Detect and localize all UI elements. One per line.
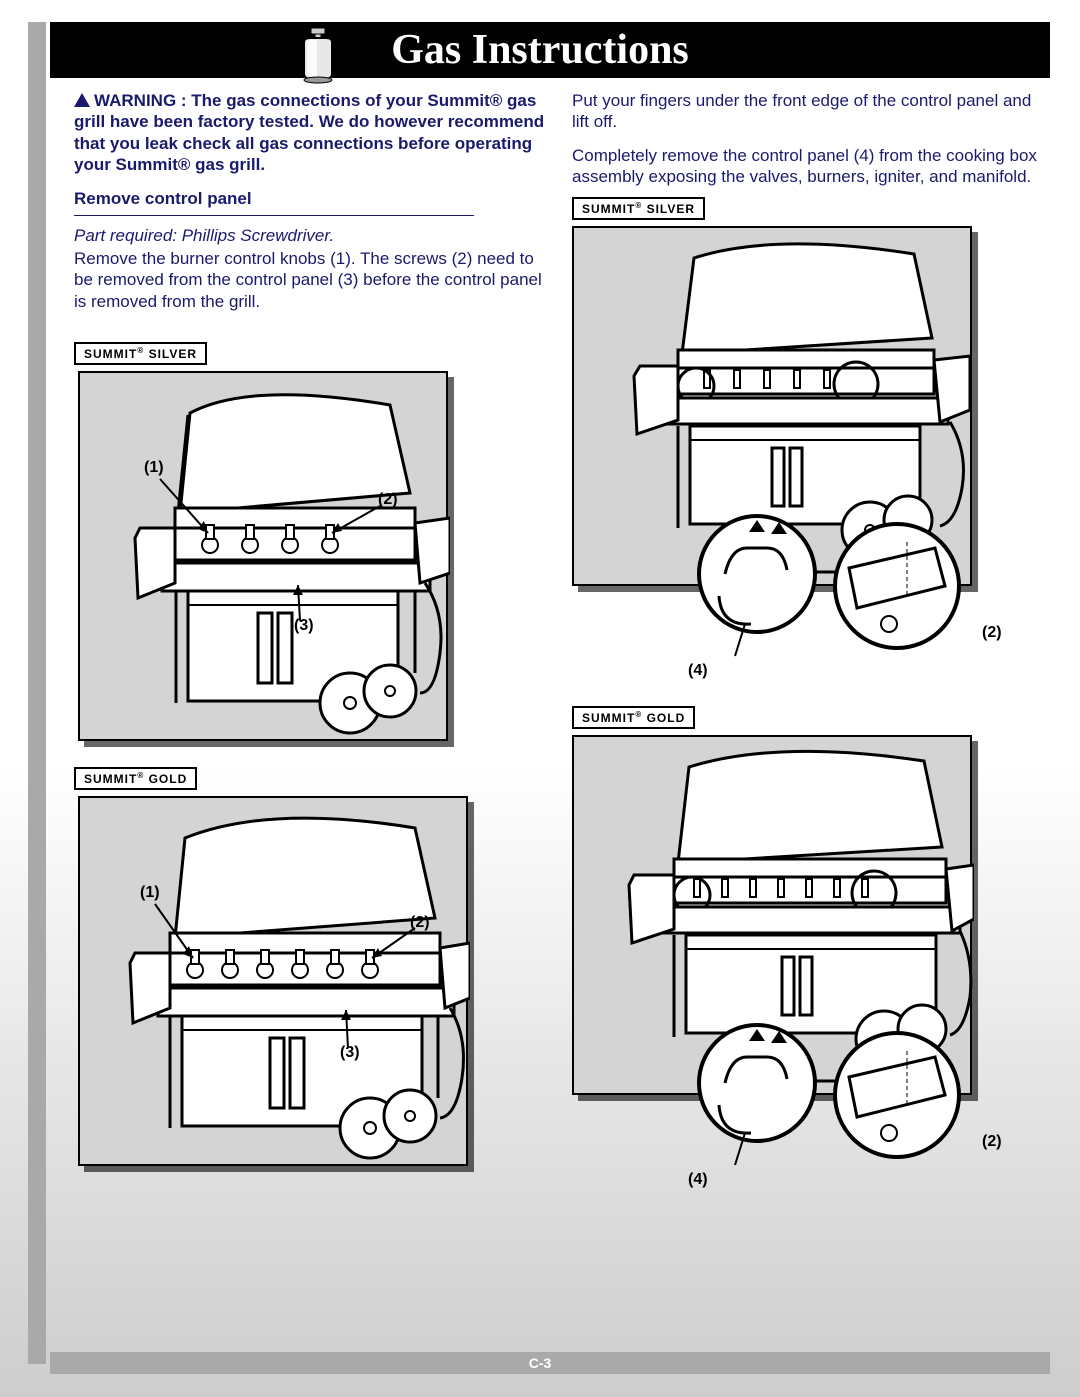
model-badge-text: SUMMIT <box>582 202 635 216</box>
manual-page: Gas Instructions WARNING : The gas conne… <box>0 0 1080 1397</box>
callout-2: (2) <box>378 491 398 509</box>
right-column: Put your fingers under the front edge of… <box>572 90 1052 1166</box>
model-badge-suffix: GOLD <box>647 711 686 725</box>
right-paragraph-1: Put your fingers under the front edge of… <box>572 90 1052 133</box>
model-badge-text: SUMMIT <box>84 772 137 786</box>
callout-2: (2) <box>982 624 1002 642</box>
model-badge-silver: SUMMIT® SILVER <box>572 197 705 220</box>
callout-2: (2) <box>982 1133 1002 1151</box>
figure-gold-knobs: (1) (2) (3) <box>78 796 468 1166</box>
callout-3: (3) <box>340 1044 360 1062</box>
section-divider <box>74 215 474 216</box>
page-title: Gas Instructions <box>0 22 1080 78</box>
left-column: WARNING : The gas connections of your Su… <box>74 90 554 1166</box>
callout-1: (1) <box>140 884 160 902</box>
callout-4: (4) <box>688 662 708 680</box>
model-badge-text: SUMMIT <box>84 347 137 361</box>
section-title: Remove control panel <box>74 189 554 213</box>
figure-gold-lift-wrap: (2) (4) <box>572 735 1052 1095</box>
propane-tank-icon <box>298 28 338 84</box>
left-gutter <box>28 22 46 1364</box>
reg-mark-icon: ® <box>635 710 642 719</box>
grill-diagram-icon <box>80 798 470 1168</box>
left-body-paragraph: Remove the burner control knobs (1). The… <box>74 248 554 312</box>
grill-diagram-icon <box>80 373 450 743</box>
model-badge-gold: SUMMIT® GOLD <box>572 706 695 729</box>
detail-circle-icon <box>697 476 967 706</box>
part-required: Part required: Phillips Screwdriver. <box>74 226 554 246</box>
callout-2: (2) <box>410 914 430 932</box>
warning-triangle-icon <box>74 93 90 107</box>
callout-4: (4) <box>688 1171 708 1189</box>
callout-3: (3) <box>294 617 314 635</box>
figure-silver-lift-wrap: (2) (4) <box>572 226 1052 586</box>
model-badge-text: SUMMIT <box>582 711 635 725</box>
two-column-layout: WARNING : The gas connections of your Su… <box>74 90 1054 1166</box>
figure-silver-knobs: (1) (2) (3) <box>78 371 448 741</box>
reg-mark-icon: ® <box>137 346 144 355</box>
model-badge-suffix: SILVER <box>647 202 695 216</box>
reg-mark-icon: ® <box>137 771 144 780</box>
warning-paragraph: WARNING : The gas connections of your Su… <box>74 90 554 175</box>
page-number: C-3 <box>0 1352 1080 1374</box>
callout-1: (1) <box>144 459 164 477</box>
model-badge-silver: SUMMIT® SILVER <box>74 342 207 365</box>
model-badge-suffix: GOLD <box>149 772 188 786</box>
right-paragraph-2: Completely remove the control panel (4) … <box>572 145 1052 188</box>
reg-mark-icon: ® <box>635 201 642 210</box>
model-badge-suffix: SILVER <box>149 347 197 361</box>
model-badge-gold: SUMMIT® GOLD <box>74 767 197 790</box>
detail-circle-icon <box>697 985 967 1215</box>
warning-prefix: WARNING : <box>94 91 187 110</box>
